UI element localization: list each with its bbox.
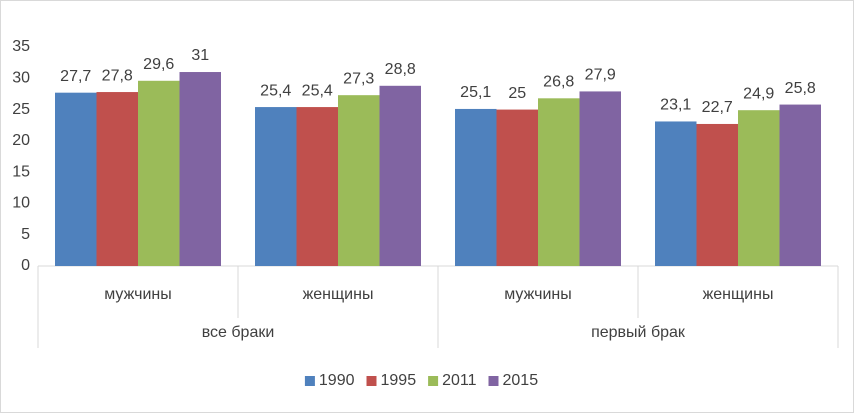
data-label: 25,1 [460, 84, 491, 101]
data-label: 27,8 [102, 67, 133, 84]
data-label: 24,9 [743, 85, 774, 102]
legend-label: 1995 [381, 372, 417, 389]
legend-label: 2011 [442, 372, 477, 389]
bar [696, 123, 738, 266]
data-label: 23,1 [660, 97, 691, 114]
data-label: 29,6 [143, 56, 174, 73]
legend-swatch [428, 376, 439, 386]
data-label: 27,3 [343, 70, 374, 87]
bar [55, 92, 97, 266]
bar [379, 85, 421, 267]
data-label: 27,7 [60, 68, 91, 85]
data-label: 31 [191, 47, 209, 64]
y-tick-label: 20 [12, 132, 30, 149]
data-label: 25,4 [260, 82, 291, 99]
legend-label: 2015 [503, 372, 539, 389]
bar [255, 107, 297, 266]
data-label: 28,8 [385, 61, 416, 78]
bar [738, 110, 780, 266]
bar [579, 91, 621, 266]
bar [496, 109, 538, 266]
y-tick-label: 30 [12, 70, 30, 87]
bar [338, 95, 380, 267]
y-tick-label: 35 [12, 38, 30, 55]
data-label: 25,4 [302, 82, 333, 99]
x-tick-label: женщины [703, 286, 774, 303]
bar [455, 108, 497, 267]
y-tick-label: 10 [12, 195, 30, 212]
data-label: 27,9 [585, 67, 616, 84]
x-tick-label: женщины [303, 286, 374, 303]
bar [779, 104, 821, 267]
y-tick-label: 25 [12, 101, 30, 118]
bar [179, 72, 221, 267]
x-tick-label: мужчины [504, 286, 572, 303]
legend-label: 1990 [319, 372, 355, 389]
bar [138, 80, 180, 266]
y-tick-label: 0 [21, 257, 30, 274]
legend-swatch [488, 376, 499, 386]
bar [538, 98, 580, 267]
x-tick-label: мужчины [104, 286, 172, 303]
legend-swatch [366, 376, 377, 386]
bar [96, 92, 138, 267]
bar [296, 107, 338, 266]
data-label: 25 [508, 85, 526, 102]
y-tick-label: 5 [21, 226, 30, 243]
data-label: 25,8 [785, 80, 816, 97]
legend-swatch [304, 376, 315, 386]
data-label: 26,8 [543, 74, 574, 91]
bar [655, 121, 697, 267]
group-label: все браки [202, 324, 275, 341]
y-tick-label: 15 [12, 163, 30, 180]
data-label: 22,7 [702, 99, 733, 116]
group-label: первый брак [591, 324, 686, 341]
